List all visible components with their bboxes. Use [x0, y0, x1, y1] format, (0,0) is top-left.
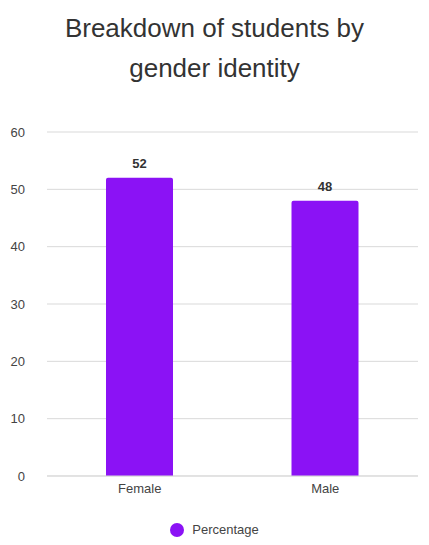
- svg-text:50: 50: [11, 182, 25, 197]
- svg-text:Male: Male: [311, 481, 339, 496]
- svg-text:52: 52: [132, 156, 146, 171]
- svg-text:0: 0: [18, 469, 25, 484]
- svg-text:40: 40: [11, 239, 25, 254]
- html-text:Percentage: Percentage: [192, 522, 259, 537]
- svg-text:10: 10: [11, 411, 25, 426]
- html-text:Breakdown of students by gende: Breakdown of students by gender identity: [64, 13, 365, 83]
- svg-text:60: 60: [11, 125, 25, 140]
- svg-text:Female: Female: [118, 481, 161, 496]
- svg-text:48: 48: [318, 179, 332, 194]
- svg-text:30: 30: [11, 297, 25, 312]
- svg-text:20: 20: [11, 354, 25, 369]
